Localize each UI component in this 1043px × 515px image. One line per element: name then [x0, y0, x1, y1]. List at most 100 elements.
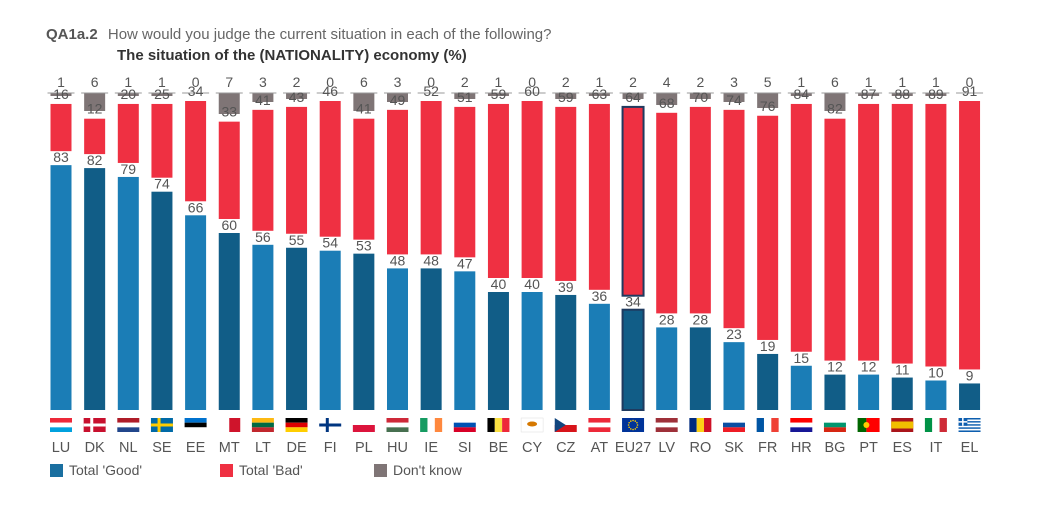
question-code: QA1a.2 [46, 26, 98, 43]
bar-dk-EU27 [622, 93, 644, 99]
label-good-EU27: 34 [625, 294, 641, 310]
label-dk-LU: 1 [57, 74, 65, 90]
label-good-EL: 9 [966, 367, 974, 383]
bar-bad-PL [353, 118, 375, 240]
label-good-BE: 40 [491, 276, 507, 292]
bar-bad-LU [50, 103, 72, 152]
tick-label-PL: PL [355, 440, 373, 456]
bar-bad-BG [824, 118, 846, 361]
bar-bad-CY [521, 101, 543, 278]
question-text: How would you judge the current situatio… [107, 26, 552, 43]
flag-LT-icon [251, 418, 274, 432]
bar-bad-BE [487, 103, 509, 278]
flag-RO-icon [689, 418, 712, 432]
label-bad-FI: 46 [322, 83, 338, 99]
label-dk-RO: 2 [696, 74, 704, 90]
bar-good-HR [790, 365, 812, 410]
label-bad-PL: 41 [356, 101, 372, 117]
bar-dk-SI [454, 93, 476, 99]
label-dk-IT: 1 [932, 74, 940, 90]
bar-good-EE [185, 215, 207, 410]
tick-label-HU: HU [387, 440, 408, 456]
tick-label-EU27: EU27 [615, 440, 651, 456]
tick-label-EL: EL [961, 440, 979, 456]
flag-SE-icon [150, 418, 173, 432]
bar-good-PL [353, 253, 375, 410]
label-dk-MT: 7 [225, 74, 233, 90]
label-good-CY: 40 [524, 276, 540, 292]
bar-bad-EU27 [621, 105, 645, 297]
bar-bad-DK [84, 118, 106, 155]
bar-good-CZ [555, 294, 577, 410]
bar-good-BE [487, 292, 509, 410]
tick-label-HR: HR [791, 440, 812, 456]
label-bad-SK: 74 [726, 92, 742, 108]
bar-bad-IE [420, 101, 442, 255]
bar-good-HU [387, 268, 408, 410]
label-dk-SE: 1 [158, 74, 166, 90]
flag-DE-icon [285, 418, 308, 432]
label-good-SK: 23 [726, 326, 742, 342]
legend-swatch-bad [220, 463, 233, 477]
label-dk-HR: 1 [797, 74, 805, 90]
flag-FI-icon [319, 418, 342, 432]
bar-dk-DE [286, 93, 308, 99]
tick-label-BG: BG [824, 440, 845, 456]
label-good-LT: 56 [255, 229, 271, 245]
bar-good-NL [117, 176, 139, 410]
label-bad-IE: 52 [423, 83, 439, 99]
tick-label-BE: BE [489, 440, 509, 456]
label-bad-PT: 87 [861, 86, 877, 102]
bar-bad-MT [218, 121, 240, 219]
bar-good-DK [84, 168, 106, 410]
label-good-FR: 19 [760, 338, 776, 354]
bar-bad-SE [151, 103, 173, 178]
flag-BG-icon [823, 418, 846, 432]
flag-LV-icon [655, 418, 678, 432]
bar-bad-PT [858, 103, 880, 361]
tick-label-AT: AT [591, 440, 609, 456]
label-dk-PT: 1 [865, 74, 873, 90]
label-good-SI: 47 [457, 255, 473, 271]
label-dk-FR: 5 [764, 74, 772, 90]
bar-dk-BG [824, 93, 846, 111]
label-dk-SI: 2 [461, 74, 469, 90]
label-dk-CY: 0 [528, 74, 536, 90]
label-bad-RO: 70 [693, 89, 709, 105]
bar-dk-LT [252, 93, 274, 102]
label-good-HU: 48 [390, 252, 406, 268]
tick-label-CY: CY [522, 440, 542, 456]
label-good-LV: 28 [659, 311, 675, 327]
tick-label-FR: FR [758, 440, 777, 456]
bar-bad-LV [656, 112, 678, 314]
label-dk-NL: 1 [124, 74, 132, 90]
label-bad-SI: 51 [457, 89, 473, 105]
bar-good-SI [454, 271, 476, 410]
label-bad-CZ: 59 [558, 89, 574, 105]
label-dk-DE: 2 [293, 74, 301, 90]
flag-PL-icon [352, 418, 375, 432]
bar-bad-FI [319, 101, 341, 237]
tick-label-PT: PT [859, 440, 878, 456]
label-dk-LV: 4 [663, 74, 671, 90]
tick-label-IT: IT [929, 440, 942, 456]
bar-dk-PL [353, 93, 375, 111]
label-bad-BG: 82 [827, 101, 843, 117]
tick-label-SE: SE [152, 440, 172, 456]
label-bad-CY: 60 [524, 83, 540, 99]
bar-dk-AT [588, 93, 610, 96]
legend-item-good: Total 'Good' [50, 462, 142, 478]
label-good-PT: 12 [861, 359, 877, 375]
bar-good-LT [252, 244, 274, 410]
label-bad-NL: 20 [121, 86, 137, 102]
bar-good-FI [319, 250, 341, 410]
tick-label-NL: NL [119, 440, 138, 456]
bar-bad-FR [757, 115, 779, 340]
label-good-RO: 28 [693, 311, 709, 327]
label-dk-CZ: 2 [562, 74, 570, 90]
flag-EU27-icon [622, 418, 645, 432]
flag-LU-icon [50, 418, 72, 432]
bar-good-PT [858, 374, 880, 410]
label-dk-EU27: 2 [629, 74, 637, 90]
